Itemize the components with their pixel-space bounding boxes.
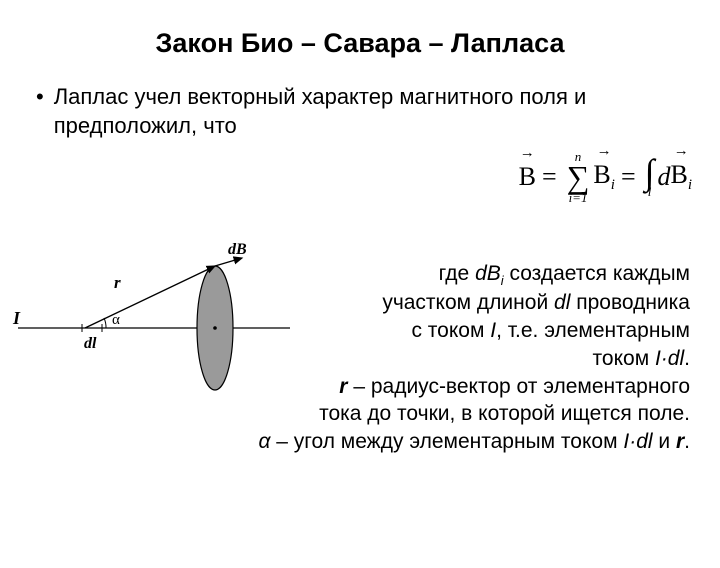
formula-Bi: → Bi (593, 160, 615, 194)
formula-dBi-B: B (670, 160, 687, 189)
formula-eq2: = (621, 162, 636, 192)
sum-sigma: n ∑ i=1 (567, 150, 590, 204)
formula-Bi-B: B (593, 160, 610, 189)
l2-dl: dl (554, 291, 570, 314)
l7c: . (684, 430, 690, 453)
l1-dB: dB (475, 262, 501, 285)
l3b: , т.е. элементарным (496, 319, 690, 342)
label-dB: dB (228, 241, 247, 258)
integral-block: ∫ l (645, 157, 655, 198)
bullet-item: • Лаплас учел векторный характер магнитн… (36, 83, 700, 140)
formula-eq1: = (542, 162, 557, 192)
l4a: током (593, 347, 655, 370)
formula-dBi: → Bi (670, 160, 692, 194)
l1b: создается каждым (504, 262, 690, 285)
formula-B: B (519, 162, 536, 191)
line7: α – угол между элементарным током I·dl и… (180, 428, 690, 456)
line2: участком длиной dl проводника (180, 289, 690, 317)
l7-alpha: α (258, 430, 270, 453)
l7-r: r (676, 430, 684, 453)
formula-d: d (657, 162, 670, 192)
l7a: – угол между элементарным током (270, 430, 623, 453)
line5: r – радиус-вектор от элементарного (180, 373, 690, 401)
label-I: I (12, 308, 21, 328)
line3: с током I, т.е. элементарным (180, 317, 690, 345)
integral-icon: ∫ (645, 157, 655, 187)
l7b: и (653, 430, 676, 453)
line1: где dBi создается каждым (180, 260, 690, 289)
label-dl: dl (84, 335, 97, 352)
l4-Idl: I·dl (655, 347, 684, 370)
l1a: где (439, 262, 475, 285)
l7-Idl: I·dl (623, 430, 652, 453)
sum-bot: i=1 (569, 191, 588, 204)
bullet-text: Лаплас учел векторный характер магнитног… (54, 83, 700, 140)
formula-lhs: → B (519, 162, 536, 192)
integral-sub: l (648, 185, 652, 198)
sigma-icon: ∑ (567, 163, 590, 191)
bullet-marker: • (36, 83, 44, 112)
l5a: – радиус-вектор от элементарного (347, 375, 690, 398)
line4: током I·dl. (180, 345, 690, 373)
formula-dBi-sub: i (688, 177, 692, 193)
body-text: где dBi создается каждым участком длиной… (180, 260, 690, 456)
label-r: r (114, 273, 121, 292)
page-title: Закон Био – Савара – Лапласа (0, 28, 720, 59)
formula-Bi-sub: i (611, 177, 615, 193)
l2a: участком длиной (382, 291, 554, 314)
l3a: с током (411, 319, 490, 342)
line6: тока до точки, в которой ищется поле. (180, 400, 690, 428)
l4b: . (684, 347, 690, 370)
formula-block: → B = n ∑ i=1 → Bi = ∫ l d → Bi (519, 150, 692, 204)
label-alpha: α (112, 312, 120, 328)
l2b: проводника (570, 291, 690, 314)
